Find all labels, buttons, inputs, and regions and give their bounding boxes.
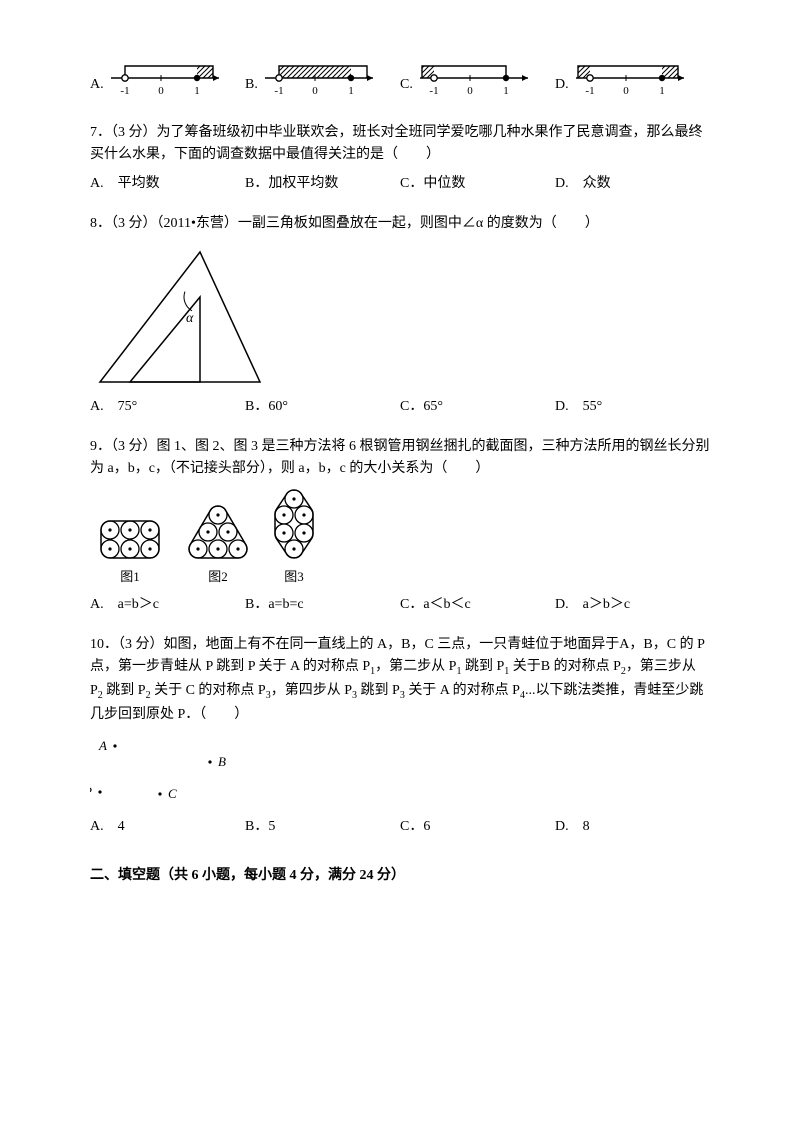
q8-opt-d: D. 55° <box>555 396 710 418</box>
q7-opt-b: B．加权平均数 <box>245 173 400 195</box>
svg-text:-1: -1 <box>430 85 439 97</box>
svg-text:-1: -1 <box>586 85 595 97</box>
q6-numberline-c: -1 0 1 <box>416 64 536 104</box>
q10-opt-a: A. 4 <box>90 816 245 838</box>
q8-options: A. 75° B．60° C．65° D. 55° <box>90 396 710 418</box>
q9-opt-d: D. a＞b＞c <box>555 594 710 616</box>
q7: 7．（3 分）为了筹备班级初中毕业联欢会，班长对全班同学爱吃哪几种水果作了民意调… <box>90 122 710 195</box>
q6-options: A. -1 0 1 B. -1 0 1 C. -1 0 1 D. -1 0 1 <box>90 64 710 104</box>
q9-opt-c: C．a＜b＜c <box>400 594 555 616</box>
q9-options: A. a=b＞c B．a=b=c C．a＜b＜c D. a＞b＞c <box>90 594 710 616</box>
q9-opt-a: A. a=b＞c <box>90 594 245 616</box>
q10: 10．（3 分）如图，地面上有不在同一直线上的 A，B，C 三点，一只青蛙位于地… <box>90 634 710 839</box>
q10-text: 10．（3 分）如图，地面上有不在同一直线上的 A，B，C 三点，一只青蛙位于地… <box>90 634 710 726</box>
svg-text:1: 1 <box>194 85 200 97</box>
svg-text:0: 0 <box>623 85 629 97</box>
q6-opt-d: D. -1 0 1 <box>555 64 710 104</box>
q6-opt-c: C. -1 0 1 <box>400 64 555 104</box>
svg-text:α: α <box>186 311 194 326</box>
svg-text:1: 1 <box>659 85 665 97</box>
q7-options: A. 平均数 B．加权平均数 C．中位数 D. 众数 <box>90 173 710 195</box>
q6-opt-c-label: C. <box>400 64 413 96</box>
q8-opt-b: B．60° <box>245 396 400 418</box>
q9-figure: 图1图2图3 <box>90 487 710 588</box>
q8-opt-c: C．65° <box>400 396 555 418</box>
q10-opt-c: C．6 <box>400 816 555 838</box>
svg-text:0: 0 <box>468 85 474 97</box>
svg-text:C: C <box>168 786 177 801</box>
svg-text:B: B <box>218 754 226 769</box>
q8-text: 8．（3 分）（2011•东营）一副三角板如图叠放在一起，则图中∠α 的度数为（… <box>90 213 710 235</box>
q6-numberline-b: -1 0 1 <box>261 64 381 104</box>
svg-text:P: P <box>90 784 92 799</box>
q9-text: 9．（3 分）图 1、图 2、图 3 是三种方法将 6 根钢管用钢丝捆扎的截面图… <box>90 436 710 481</box>
q9: 9．（3 分）图 1、图 2、图 3 是三种方法将 6 根钢管用钢丝捆扎的截面图… <box>90 436 710 616</box>
q8-figure: α <box>90 242 710 392</box>
q10-opt-b: B．5 <box>245 816 400 838</box>
q7-opt-d: D. 众数 <box>555 173 710 195</box>
q6-opt-d-label: D. <box>555 64 569 96</box>
q6-opt-a-label: A. <box>90 64 104 96</box>
q6-opt-a: A. -1 0 1 <box>90 64 245 104</box>
q10-opt-d: D. 8 <box>555 816 710 838</box>
q6-opt-b-label: B. <box>245 64 258 96</box>
q7-text: 7．（3 分）为了筹备班级初中毕业联欢会，班长对全班同学爱吃哪几种水果作了民意调… <box>90 122 710 167</box>
q10-figure: A B C P <box>90 732 710 812</box>
svg-text:-1: -1 <box>275 85 284 97</box>
q9-opt-b: B．a=b=c <box>245 594 400 616</box>
q7-opt-c: C．中位数 <box>400 173 555 195</box>
q6-numberline-a: -1 0 1 <box>107 64 227 104</box>
q6-numberline-d: -1 0 1 <box>572 64 692 104</box>
svg-text:0: 0 <box>313 85 319 97</box>
svg-text:A: A <box>98 738 107 753</box>
q10-options: A. 4 B．5 C．6 D. 8 <box>90 816 710 838</box>
q7-opt-a: A. 平均数 <box>90 173 245 195</box>
q8: 8．（3 分）（2011•东营）一副三角板如图叠放在一起，则图中∠α 的度数为（… <box>90 213 710 418</box>
q6-opt-b: B. -1 0 1 <box>245 64 400 104</box>
svg-text:1: 1 <box>504 85 510 97</box>
q8-opt-a: A. 75° <box>90 396 245 418</box>
svg-text:0: 0 <box>158 85 164 97</box>
svg-text:1: 1 <box>349 85 355 97</box>
section-2-heading: 二、填空题（共 6 小题，每小题 4 分，满分 24 分） <box>90 865 710 887</box>
svg-text:-1: -1 <box>121 85 130 97</box>
